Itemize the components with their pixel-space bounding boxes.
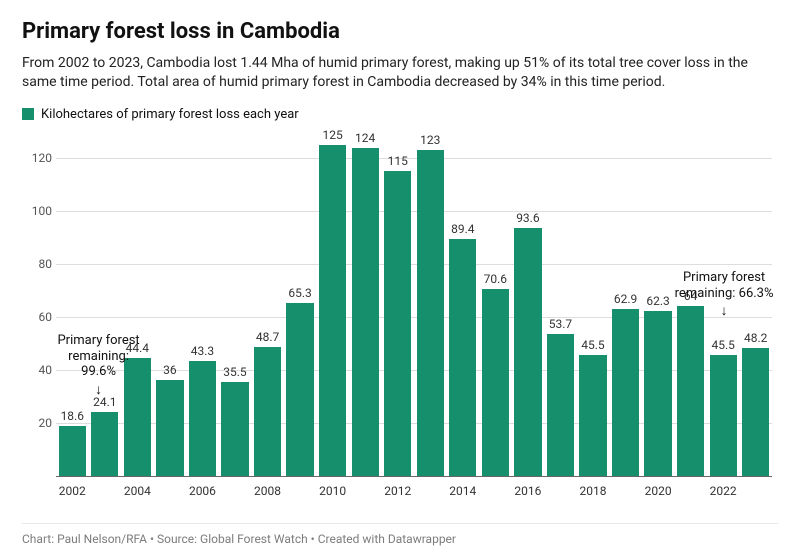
bar [482,289,509,476]
x-tick-label: 2010 [319,484,346,498]
legend: Kilohectares of primary forest loss each… [22,107,778,122]
bar [514,228,541,476]
bar-slot: 44.42004 [121,132,154,476]
bar-slot: 18.62002 [56,132,89,476]
x-tick-label: 2020 [645,484,672,498]
bar-slot: 70.6 [479,132,512,476]
bar-value-label: 36 [163,363,177,377]
chart-footer: Chart: Paul Nelson/RFA • Source: Global … [22,523,778,546]
x-tick-label: 2018 [579,484,606,498]
bar-value-label: 89.4 [451,222,474,236]
bar [677,306,704,475]
bar-value-label: 53.7 [549,317,572,331]
bar-value-label: 64 [684,289,698,303]
bar [449,239,476,476]
x-tick-label: 2022 [710,484,737,498]
bar-value-label: 93.6 [516,211,539,225]
bar-slot: 24.1 [89,132,122,476]
x-tick-label: 2004 [124,484,151,498]
bar [91,412,118,476]
bar-slot: 62.9 [609,132,642,476]
bar-slot: 93.62016 [512,132,545,476]
bar-slot: 35.5 [219,132,252,476]
bar-slot: 64 [674,132,707,476]
bar [612,309,639,475]
baseline [56,476,772,477]
bar [156,380,183,475]
bar-slot: 53.7 [544,132,577,476]
bar-slot: 124 [349,132,382,476]
bar-value-label: 24.1 [93,395,116,409]
y-tick-label: 120 [22,151,52,165]
bar-slot: 43.32006 [186,132,219,476]
bar [417,150,444,475]
bar [254,347,281,476]
bar-value-label: 48.7 [256,330,279,344]
bar-value-label: 43.3 [191,344,214,358]
bar [59,426,86,475]
bar [547,334,574,476]
legend-label: Kilohectares of primary forest loss each… [41,107,299,122]
bar [710,355,737,475]
y-tick-label: 100 [22,204,52,218]
bar [384,171,411,475]
bar-value-label: 70.6 [484,272,507,286]
x-tick-label: 2006 [189,484,216,498]
bar-slot: 36 [154,132,187,476]
bar-value-label: 124 [355,131,375,145]
bar-value-label: 65.3 [288,286,311,300]
bar-value-label: 123 [420,133,440,147]
bar-slot: 45.52022 [707,132,740,476]
bar-value-label: 45.5 [581,338,604,352]
bar-value-label: 35.5 [223,365,246,379]
bar [352,148,379,476]
bar [124,358,151,475]
legend-swatch [22,108,34,120]
y-tick-label: 60 [22,310,52,324]
y-tick-label: 40 [22,363,52,377]
bar [579,355,606,475]
x-tick-label: 2014 [449,484,476,498]
bar-slot: 89.42014 [447,132,480,476]
bar-slot: 48.2 [739,132,772,476]
bar [644,311,671,476]
bar-value-label: 62.9 [614,292,637,306]
x-tick-label: 2016 [514,484,541,498]
chart-title: Primary forest loss in Cambodia [22,18,778,46]
bar-value-label: 62.3 [646,294,669,308]
y-tick-label: 80 [22,257,52,271]
bar [742,348,769,476]
bar [286,303,313,476]
bar [221,382,248,476]
bar-value-label: 48.2 [744,331,767,345]
bar-slot: 1252010 [316,132,349,476]
bar [319,145,346,476]
bar-value-label: 125 [323,128,343,142]
bar-slot: 62.32020 [642,132,675,476]
x-tick-label: 2008 [254,484,281,498]
bar-slot: 45.52018 [577,132,610,476]
bar-value-label: 45.5 [711,338,734,352]
bar-slot: 123 [414,132,447,476]
bar-value-label: 115 [388,154,408,168]
x-tick-label: 2012 [384,484,411,498]
bar-slot: 48.72008 [251,132,284,476]
y-tick-label: 20 [22,416,52,430]
chart-subtitle: From 2002 to 2023, Cambodia lost 1.44 Mh… [22,54,762,93]
bar-slot: 65.3 [284,132,317,476]
bar [189,361,216,476]
bar-slot: 1152012 [381,132,414,476]
bar-value-label: 44.4 [126,341,149,355]
bar-chart: 2040608010012018.6200224.144.420043643.3… [22,132,778,502]
x-tick-label: 2002 [59,484,86,498]
bar-value-label: 18.6 [61,409,84,423]
